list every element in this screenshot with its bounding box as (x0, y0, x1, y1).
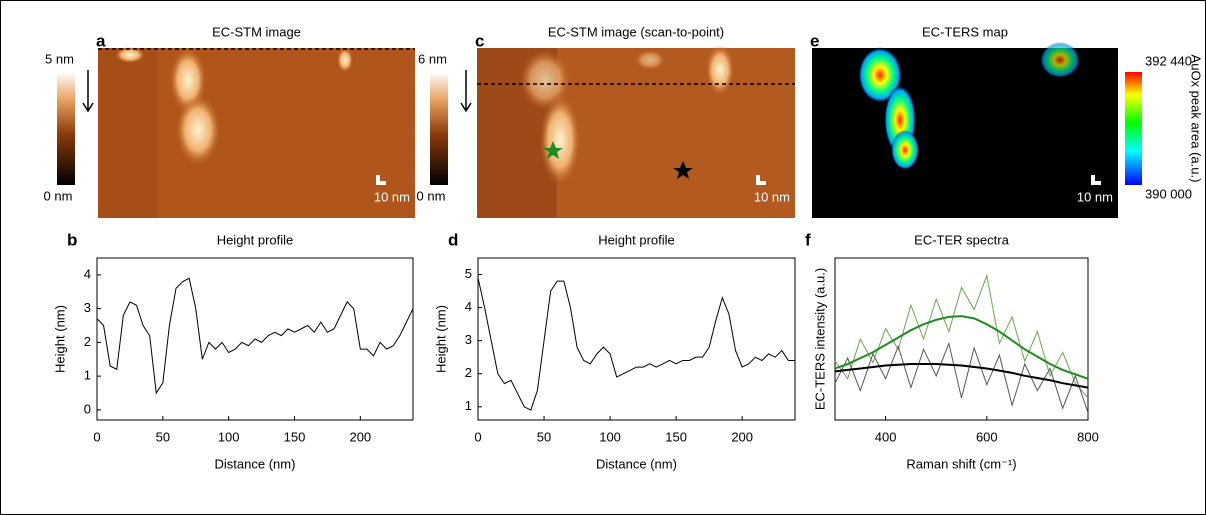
panel-title: EC-TER spectra (914, 232, 1009, 247)
x-axis-label: Raman shift (cm⁻¹) (906, 456, 1016, 471)
panel-title: EC-TERS map (922, 24, 1008, 39)
y-tick-label: 5 (465, 266, 472, 281)
x-tick-label: 100 (218, 429, 240, 444)
x-tick-label: 0 (474, 429, 481, 444)
y-tick-label: 3 (84, 300, 91, 315)
colorbar (57, 72, 75, 185)
y-tick-label: 4 (465, 299, 472, 314)
x-axis-label: Distance (nm) (215, 456, 296, 471)
panel-title: Height profile (217, 232, 294, 247)
y-tick-label: 1 (84, 368, 91, 383)
x-tick-label: 400 (875, 429, 897, 444)
x-axis-label: Distance (nm) (596, 456, 677, 471)
y-axis-label: Height (nm) (433, 305, 448, 373)
y-tick-label: 0 (84, 401, 91, 416)
stm-image (477, 45, 795, 218)
data-line (477, 277, 795, 411)
y-tick-label: 2 (465, 365, 472, 380)
y-tick-label: 2 (84, 334, 91, 349)
panel-label: f (805, 230, 811, 249)
data-line (834, 315, 1089, 380)
panel-title: Height profile (598, 232, 675, 247)
plot-frame (477, 257, 796, 421)
colorbar-tick-label: 390 000 (1145, 186, 1192, 201)
y-axis-label: EC-TERS intensity (a.u.) (812, 268, 827, 410)
data-line (834, 363, 1089, 389)
x-tick-label: 50 (537, 429, 551, 444)
scale-bar-label: 10 nm (1077, 189, 1113, 204)
ters-map (812, 42, 1118, 218)
x-tick-label: 200 (731, 429, 753, 444)
x-tick-label: 50 (156, 429, 170, 444)
colorbar (430, 72, 448, 185)
y-axis-label: Height (nm) (52, 305, 67, 373)
colorbar-label: AuOx peak area (a.u.) (1189, 55, 1204, 183)
plot-frame (834, 257, 1089, 421)
panel-label: b (67, 230, 77, 249)
x-tick-label: 600 (976, 429, 998, 444)
scale-bar-label: 10 nm (374, 189, 410, 204)
y-tick-label: 1 (465, 398, 472, 413)
colorbar-tick-label: 0 nm (44, 188, 73, 203)
data-line (96, 277, 414, 395)
x-tick-label: 100 (599, 429, 621, 444)
scale-bar-label: 10 nm (754, 189, 790, 204)
scan-arrow (460, 70, 472, 113)
x-tick-label: 150 (284, 429, 306, 444)
scan-arrow (82, 70, 94, 113)
panel-label: a (96, 31, 106, 50)
data-line (834, 341, 1089, 413)
panel-title: EC-STM image (212, 24, 301, 39)
plot-frame (96, 257, 414, 421)
stm-image (98, 47, 415, 218)
colorbar-tick-label: 0 nm (417, 188, 446, 203)
panel-title: EC-STM image (scan-to-point) (548, 24, 724, 39)
panel-label: e (810, 31, 819, 50)
x-tick-label: 800 (1077, 429, 1099, 444)
colorbar (1125, 72, 1142, 185)
panel-label: c (475, 31, 484, 50)
y-tick-label: 3 (465, 332, 472, 347)
colorbar-tick-label: 392 440 (1145, 53, 1192, 68)
x-tick-label: 150 (665, 429, 687, 444)
x-tick-label: 0 (93, 429, 100, 444)
colorbar-tick-label: 6 nm (418, 51, 447, 66)
colorbar-tick-label: 5 nm (45, 51, 74, 66)
x-tick-label: 200 (349, 429, 371, 444)
panel-label: d (448, 230, 458, 249)
y-tick-label: 4 (84, 266, 91, 281)
